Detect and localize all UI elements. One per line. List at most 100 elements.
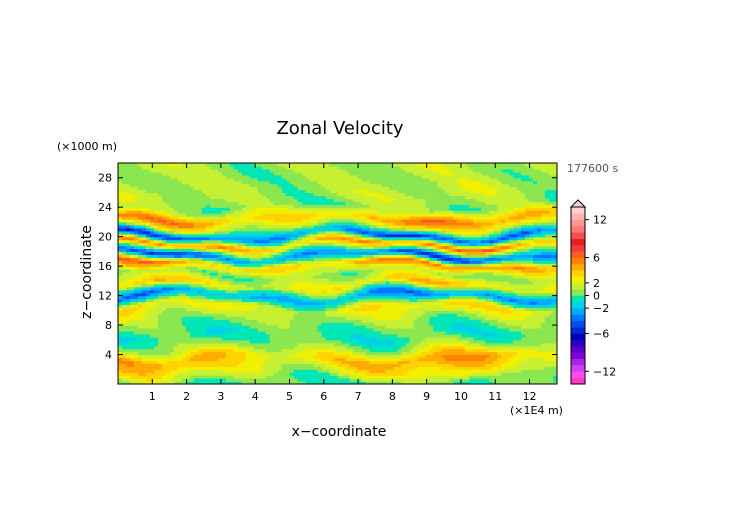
contour-cell (337, 254, 343, 258)
contour-cell (441, 375, 446, 379)
contour-cell (409, 330, 414, 335)
contour-cell (201, 295, 207, 300)
contour-cell (241, 372, 247, 376)
contour-cell (193, 325, 199, 329)
contour-cell (369, 339, 375, 344)
contour-cell (457, 283, 462, 288)
contour-cell (173, 310, 179, 314)
contour-cell (133, 375, 139, 379)
contour-cell (253, 269, 259, 273)
contour-cell (197, 304, 203, 308)
contour-cell (317, 339, 323, 344)
contour-cell (437, 295, 442, 300)
contour-cell (265, 319, 271, 323)
contour-cell (537, 342, 542, 347)
contour-cell (305, 363, 311, 367)
contour-cell (393, 322, 398, 326)
contour-cell (185, 283, 191, 288)
contour-cell (285, 277, 291, 282)
contour-cell (137, 248, 143, 252)
contour-cell (389, 260, 394, 264)
contour-cell (129, 266, 135, 270)
contour-cell (229, 369, 235, 373)
contour-cell (149, 366, 155, 370)
contour-cell (209, 280, 215, 285)
contour-cell (217, 272, 223, 276)
contour-cell (485, 304, 490, 308)
contour-cell (353, 342, 359, 347)
contour-cell (193, 333, 199, 338)
contour-cell (445, 342, 450, 347)
contour-cell (125, 357, 131, 362)
contour-cell (193, 375, 199, 379)
contour-cell (353, 316, 359, 320)
contour-cell (129, 348, 135, 353)
contour-cell (193, 286, 199, 291)
contour-cell (257, 328, 263, 332)
contour-cell (305, 322, 311, 326)
contour-cell (373, 354, 379, 359)
contour-cell (173, 330, 179, 335)
contour-cell (529, 345, 534, 350)
contour-cell (329, 351, 335, 356)
contour-cell (509, 269, 514, 273)
contour-cell (289, 375, 295, 379)
contour-cell (485, 351, 490, 356)
contour-cell (245, 366, 251, 370)
contour-cell (541, 360, 546, 364)
contour-cell (149, 339, 155, 344)
contour-cell (449, 280, 454, 285)
contour-cell (373, 257, 379, 261)
contour-cell (489, 251, 494, 255)
contour-cell (253, 292, 259, 297)
contour-cell (401, 328, 406, 332)
contour-cell (545, 319, 550, 323)
contour-cell (169, 363, 175, 367)
contour-cell (553, 369, 557, 373)
contour-cell (149, 354, 155, 359)
contour-cell (425, 360, 430, 364)
contour-cell (205, 307, 211, 311)
contour-cell (265, 348, 271, 353)
contour-cell (405, 269, 410, 273)
contour-cell (133, 366, 139, 370)
contour-cell (285, 363, 291, 367)
contour-cell (377, 292, 382, 297)
contour-cell (381, 269, 386, 273)
contour-cell (541, 280, 546, 285)
contour-cell (197, 381, 203, 384)
contour-cell (529, 351, 534, 356)
contour-cell (289, 339, 295, 344)
contour-cell (553, 363, 557, 367)
contour-cell (409, 310, 414, 314)
contour-cell (453, 313, 458, 317)
contour-cell (377, 336, 382, 341)
contour-cell (469, 289, 474, 294)
contour-cell (317, 295, 323, 300)
contour-cell (225, 289, 231, 294)
contour-cell (505, 322, 510, 326)
contour-cell (249, 289, 255, 294)
contour-cell (149, 304, 155, 308)
contour-cell (437, 263, 442, 267)
contour-cell (185, 378, 191, 382)
contour-cell (505, 277, 510, 282)
contour-cell (165, 266, 171, 270)
contour-cell (209, 336, 215, 341)
contour-cell (221, 381, 227, 384)
contour-cell (133, 339, 139, 344)
contour-cell (353, 325, 359, 329)
contour-cell (221, 366, 227, 370)
contour-cell (157, 333, 163, 338)
contour-cell (341, 298, 347, 303)
contour-cell (333, 304, 339, 308)
contour-cell (285, 369, 291, 373)
contour-cell (417, 357, 422, 362)
contour-cell (497, 333, 502, 338)
contour-cell (317, 328, 323, 332)
contour-cell (173, 375, 179, 379)
contour-cell (401, 307, 406, 311)
contour-cell (125, 325, 131, 329)
contour-cell (285, 325, 291, 329)
contour-cell (521, 313, 526, 317)
